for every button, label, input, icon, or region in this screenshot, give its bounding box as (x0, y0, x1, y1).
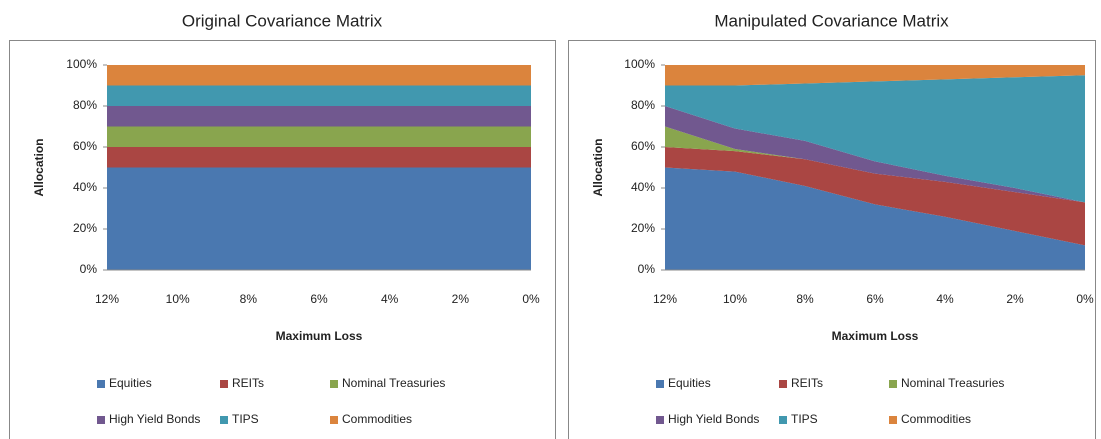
legend-swatch (889, 416, 897, 424)
area (665, 147, 1085, 246)
legend-label: Equities (668, 376, 711, 390)
legend-swatch (656, 380, 664, 388)
area (665, 65, 1085, 86)
y-tick-label: 0% (80, 262, 98, 276)
legend-label: Nominal Treasuries (342, 376, 445, 390)
area (665, 75, 1085, 203)
chart-title: Manipulated Covariance Matrix (714, 11, 949, 30)
x-tick-label: 0% (1076, 292, 1094, 306)
legend-swatch (97, 416, 105, 424)
area (107, 106, 531, 127)
y-tick-label: 60% (73, 139, 97, 153)
legend-label: REITs (791, 376, 823, 390)
y-axis-title: Allocation (591, 138, 605, 196)
x-tick-label: 4% (936, 292, 954, 306)
legend-label: High Yield Bonds (109, 412, 200, 426)
area (107, 85, 531, 106)
x-tick-label: 6% (866, 292, 884, 306)
legend-swatch (779, 416, 787, 424)
y-axis-title: Allocation (32, 138, 46, 196)
x-tick-label: 0% (522, 292, 540, 306)
y-tick-label: 20% (631, 221, 655, 235)
legend-swatch (779, 380, 787, 388)
x-tick-label: 10% (723, 292, 747, 306)
legend-label: TIPS (232, 412, 259, 426)
area (107, 147, 531, 168)
legend-swatch (330, 380, 338, 388)
legend-label: Nominal Treasuries (901, 376, 1004, 390)
panel-border (568, 40, 1096, 439)
x-tick-label: 12% (95, 292, 119, 306)
legend-label: Commodities (901, 412, 971, 426)
area (665, 167, 1085, 270)
x-axis-title: Maximum Loss (276, 329, 363, 343)
x-tick-label: 12% (653, 292, 677, 306)
y-tick-label: 100% (624, 57, 655, 71)
legend-swatch (97, 380, 105, 388)
x-tick-label: 10% (166, 292, 190, 306)
legend-swatch (330, 416, 338, 424)
x-tick-label: 6% (310, 292, 328, 306)
legend-label: REITs (232, 376, 264, 390)
x-tick-label: 8% (240, 292, 258, 306)
x-axis-title: Maximum Loss (832, 329, 919, 343)
y-tick-label: 20% (73, 221, 97, 235)
y-tick-label: 40% (631, 180, 655, 194)
area (107, 65, 531, 86)
x-tick-label: 8% (796, 292, 814, 306)
y-tick-label: 80% (631, 98, 655, 112)
y-tick-label: 0% (638, 262, 656, 276)
x-tick-label: 2% (1006, 292, 1024, 306)
panel-border (9, 40, 556, 439)
legend-swatch (220, 416, 228, 424)
y-tick-label: 100% (66, 57, 97, 71)
legend-swatch (220, 380, 228, 388)
legend-label: Commodities (342, 412, 412, 426)
area (107, 126, 531, 147)
x-tick-label: 4% (381, 292, 399, 306)
x-tick-label: 2% (452, 292, 470, 306)
y-tick-label: 80% (73, 98, 97, 112)
legend-label: High Yield Bonds (668, 412, 759, 426)
chart-title: Original Covariance Matrix (182, 11, 383, 30)
legend-label: TIPS (791, 412, 818, 426)
y-tick-label: 40% (73, 180, 97, 194)
legend-label: Equities (109, 376, 152, 390)
legend-swatch (889, 380, 897, 388)
legend-swatch (656, 416, 664, 424)
y-tick-label: 60% (631, 139, 655, 153)
area (107, 167, 531, 270)
